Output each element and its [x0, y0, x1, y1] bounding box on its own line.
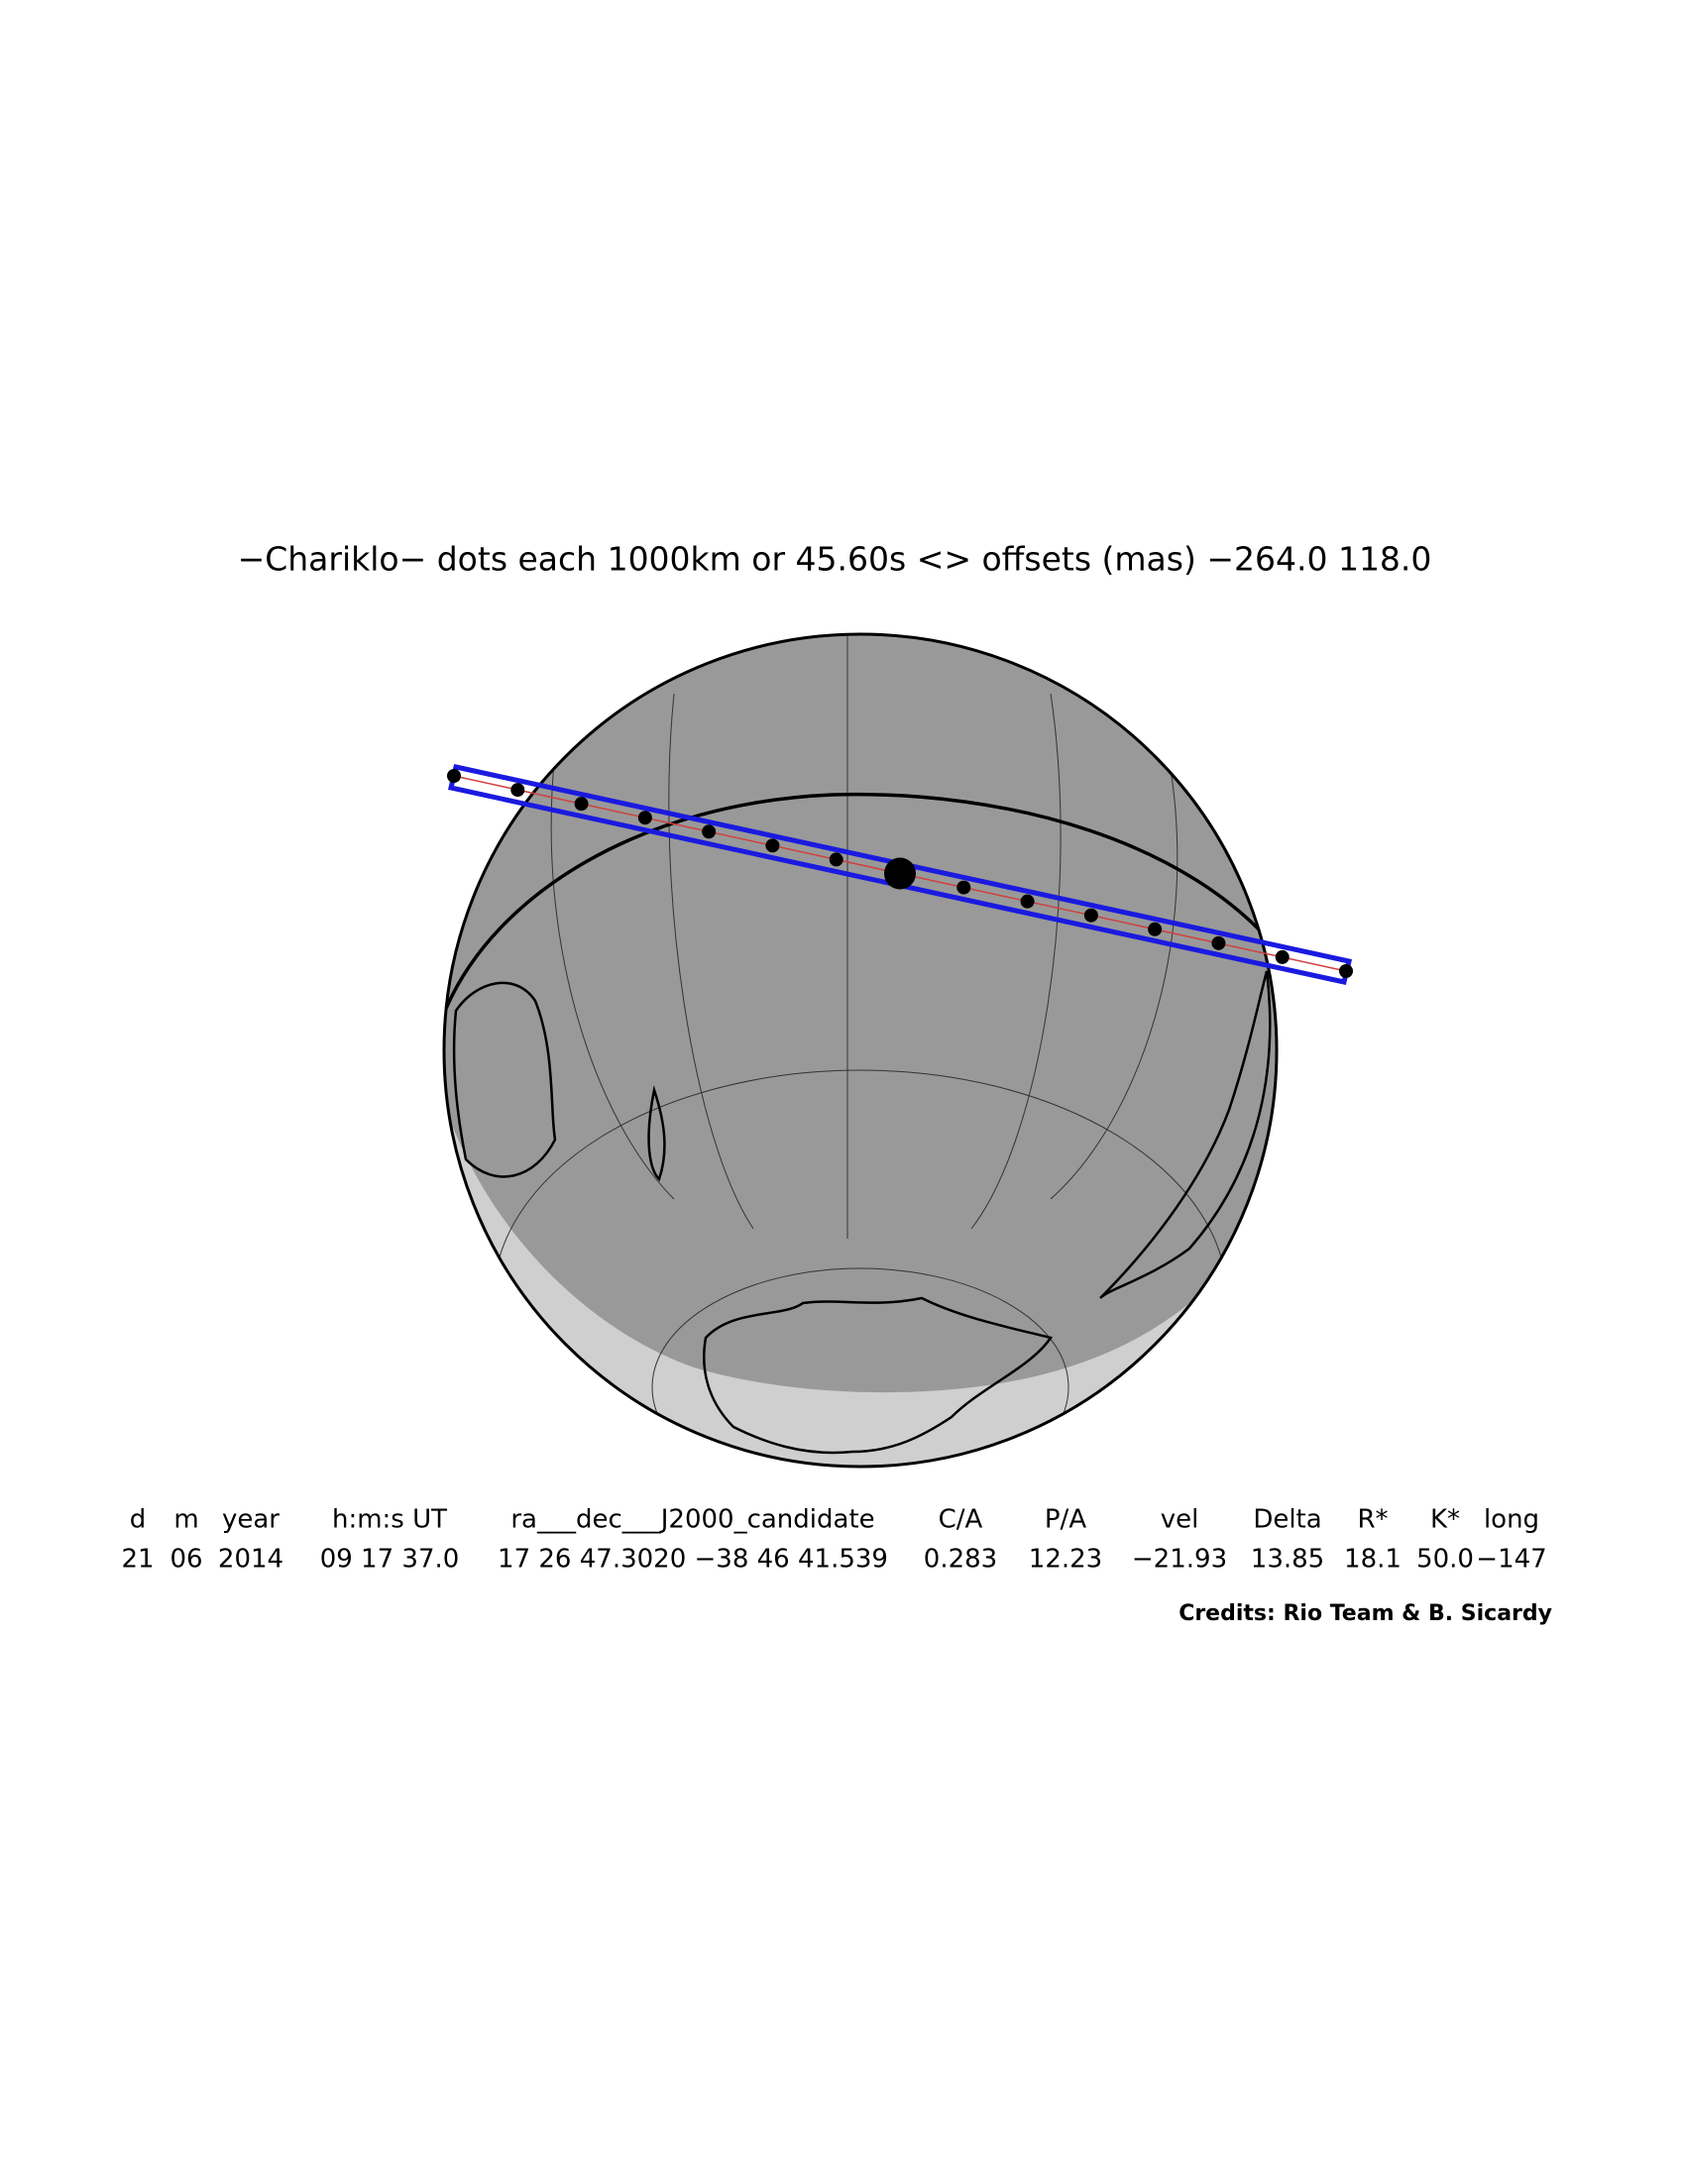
- value-cell: 50.0: [1416, 1545, 1474, 1575]
- shadow-path: [447, 764, 1353, 985]
- globe-day: [444, 634, 1277, 1393]
- value-cell: −147: [1476, 1545, 1546, 1575]
- value-cell: −21.93: [1132, 1545, 1227, 1575]
- time-dot: [637, 811, 652, 825]
- time-dot: [574, 797, 589, 812]
- terminator: [444, 792, 1277, 1012]
- time-dot: [1211, 935, 1226, 950]
- value-cell: 2014: [218, 1545, 283, 1575]
- time-dot: [510, 783, 525, 798]
- credits: Credits: Rio Team & B. Sicardy: [1179, 1601, 1552, 1626]
- title: −Chariklo− dots each 1000km or 45.60s <>…: [238, 540, 1432, 579]
- value-cell: 21: [121, 1545, 154, 1575]
- time-dot: [1020, 894, 1035, 909]
- header-cell: m: [173, 1505, 198, 1535]
- header-cell: vel: [1161, 1505, 1199, 1535]
- header-cell: R*: [1357, 1505, 1388, 1535]
- value-cell: 12.23: [1029, 1545, 1102, 1575]
- globe: [442, 632, 1279, 1469]
- globe-outline: [442, 632, 1279, 1469]
- header-cell: d: [130, 1505, 147, 1535]
- value-cell: 13.85: [1251, 1545, 1324, 1575]
- time-dot: [1275, 949, 1290, 964]
- header-cell: h:m:s UT: [332, 1505, 447, 1535]
- time-dot: [956, 880, 971, 895]
- event-table: d m year h:m:s UT ra___dec___J2000_candidate…: [121, 1505, 1546, 1575]
- time-dot: [1339, 964, 1353, 978]
- value-cell: 06: [169, 1545, 202, 1575]
- time-dot: [1083, 908, 1098, 923]
- header-cell: long: [1484, 1505, 1539, 1535]
- header-cell: C/A: [939, 1505, 983, 1535]
- header-cell: K*: [1430, 1505, 1460, 1535]
- value-cell: 0.283: [924, 1545, 997, 1575]
- header-cell: ra___dec___J2000_candidate: [510, 1505, 874, 1535]
- value-cell: 09 17 37.0: [320, 1545, 460, 1575]
- closest-approach-dot: [884, 857, 916, 890]
- time-dot: [702, 824, 717, 839]
- value-cell: 18.1: [1344, 1545, 1402, 1575]
- time-dot: [1148, 922, 1163, 936]
- time-dot: [829, 852, 843, 867]
- time-dots: [447, 769, 1353, 978]
- header-cell: Delta: [1253, 1505, 1321, 1535]
- value-cell: 17 26 47.3020 −38 46 41.539: [498, 1545, 888, 1575]
- time-dot: [765, 838, 780, 853]
- coastlines: [452, 970, 1272, 1455]
- time-dot: [447, 769, 461, 783]
- header-cell: P/A: [1045, 1505, 1086, 1535]
- header-cell: year: [222, 1505, 280, 1535]
